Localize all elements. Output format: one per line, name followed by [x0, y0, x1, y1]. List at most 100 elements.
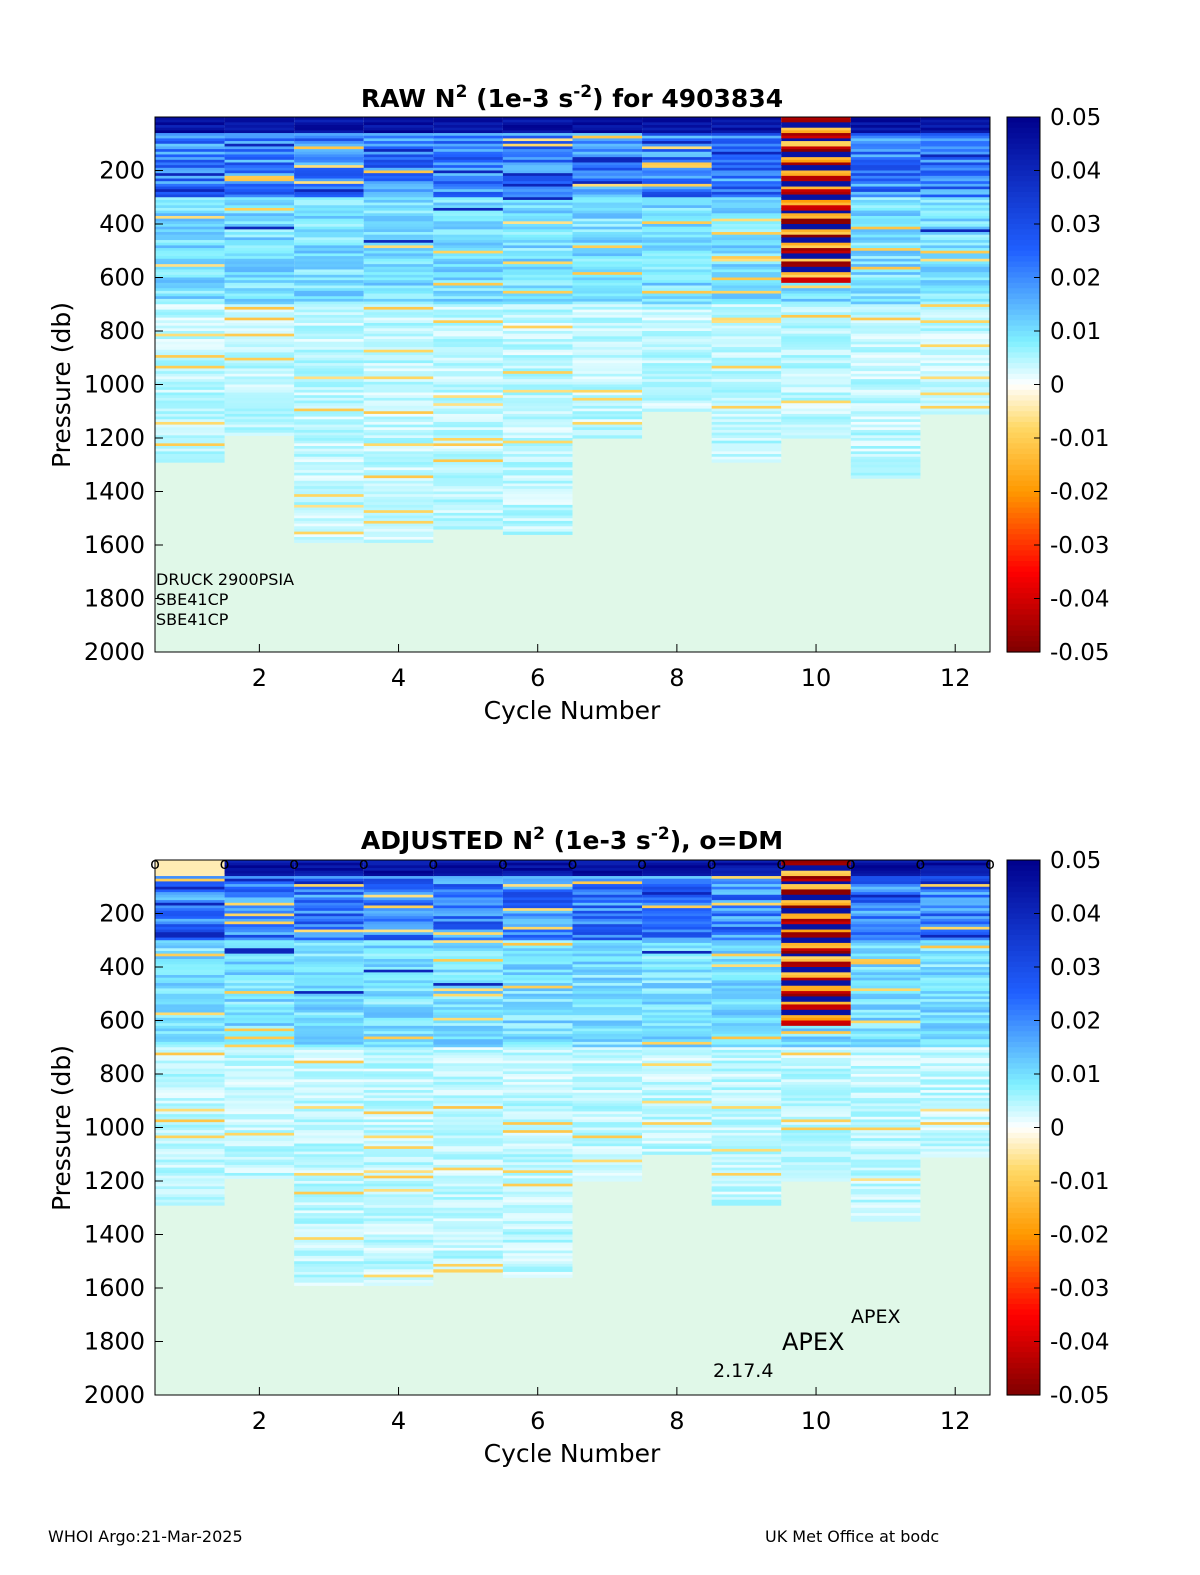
- heatmap-cell: [294, 472, 364, 477]
- heatmap-cell: [502, 1076, 573, 1080]
- heatmap-cell: [502, 312, 573, 316]
- heatmap-cell: [294, 293, 364, 297]
- heatmap-cell: [294, 421, 364, 426]
- heatmap-cell: [850, 1111, 921, 1115]
- heatmap-cell: [781, 1127, 851, 1131]
- heatmap-cell: [224, 942, 295, 947]
- heatmap-cell: [433, 384, 503, 388]
- heatmap-cell: [433, 432, 503, 436]
- heatmap-cell: [850, 250, 921, 255]
- heatmap-cell: [294, 138, 364, 142]
- heatmap-cell: [572, 248, 643, 252]
- heatmap-cell: [711, 873, 782, 877]
- heatmap-cell: [433, 1001, 503, 1006]
- heatmap-cell: [155, 122, 225, 126]
- heatmap-cell: [363, 339, 434, 343]
- heatmap-cell: [850, 969, 921, 973]
- heatmap-cell: [781, 277, 851, 281]
- heatmap-cell: [920, 285, 990, 289]
- colorbar-segment: [1007, 1293, 1040, 1300]
- heatmap-cell: [711, 218, 782, 222]
- heatmap-cell: [224, 964, 295, 968]
- heatmap-cell: [433, 173, 503, 177]
- heatmap-cell: [920, 1146, 990, 1150]
- heatmap-cell: [642, 1071, 712, 1075]
- heatmap-cell: [294, 178, 364, 182]
- heatmap-cell: [920, 1098, 990, 1102]
- heatmap-cell: [155, 159, 225, 164]
- heatmap-cell: [224, 197, 295, 201]
- heatmap-cell: [711, 405, 782, 410]
- heatmap-cell: [224, 1127, 295, 1131]
- heatmap-cell: [433, 328, 503, 332]
- heatmap-cell: [850, 298, 921, 303]
- heatmap-cell: [294, 256, 364, 260]
- heatmap-cell: [433, 910, 503, 915]
- heatmap-cell: [155, 1148, 225, 1153]
- heatmap-cell: [711, 122, 782, 126]
- heatmap-cell: [850, 207, 921, 212]
- heatmap-cell: [920, 242, 990, 246]
- heatmap-cell: [363, 1186, 434, 1190]
- heatmap-cell: [433, 1114, 503, 1118]
- heatmap-cell: [502, 1001, 573, 1006]
- heatmap-cell: [224, 149, 295, 153]
- heatmap-cell: [920, 1135, 990, 1139]
- heatmap-cell: [433, 189, 503, 193]
- heatmap-cell: [294, 897, 364, 901]
- heatmap-cell: [920, 1127, 990, 1131]
- heatmap-cell: [155, 908, 225, 912]
- heatmap-cell: [433, 1116, 503, 1121]
- heatmap-cell: [642, 945, 712, 949]
- heatmap-cell: [920, 154, 990, 158]
- heatmap-cell: [224, 884, 295, 888]
- heatmap-cell: [224, 1143, 295, 1147]
- heatmap-cell: [294, 1239, 364, 1244]
- heatmap-cell: [294, 1199, 364, 1203]
- heatmap-cell: [920, 1124, 990, 1129]
- colorbar-tick-label: -0.01: [1050, 1169, 1110, 1195]
- colorbar-segment: [1007, 934, 1040, 941]
- heatmap-cell: [920, 245, 990, 249]
- heatmap-cell: [363, 958, 434, 963]
- heatmap-cell: [642, 339, 712, 343]
- heatmap-cell: [294, 865, 364, 869]
- heatmap-cell: [781, 368, 851, 372]
- colorbar-segment: [1007, 331, 1040, 337]
- heatmap-cell: [433, 1258, 503, 1262]
- heatmap-cell: [502, 1095, 573, 1099]
- heatmap-cell: [850, 146, 921, 150]
- heatmap-cell: [224, 143, 295, 148]
- heatmap-cell: [224, 1028, 295, 1032]
- heatmap-cell: [920, 993, 990, 998]
- heatmap-cell: [294, 1183, 364, 1187]
- heatmap-cell: [920, 1148, 990, 1153]
- colorbar-segment: [1007, 384, 1040, 391]
- heatmap-cell: [642, 918, 712, 923]
- heatmap-cell: [363, 1001, 434, 1006]
- colorbar-segment: [1007, 1106, 1040, 1113]
- heatmap-cell: [711, 1186, 782, 1190]
- heatmap-cell: [155, 438, 225, 442]
- heatmap-cell: [711, 154, 782, 158]
- heatmap-cell: [433, 1012, 503, 1016]
- heatmap-cell: [920, 876, 990, 880]
- heatmap-cell: [433, 312, 503, 316]
- heatmap-cell: [363, 1247, 434, 1252]
- heatmap-cell: [711, 400, 782, 404]
- heatmap-cell: [850, 1140, 921, 1145]
- heatmap-cell: [294, 518, 364, 522]
- heatmap-cell: [502, 221, 573, 225]
- heatmap-cell: [711, 173, 782, 177]
- heatmap-cell: [920, 133, 990, 137]
- x-axis-ticks: 2 4 6 8 10 12: [252, 1387, 970, 1435]
- heatmap-cell: [294, 1234, 364, 1238]
- heatmap-cell: [363, 389, 434, 394]
- heatmap-cell: [433, 1076, 503, 1080]
- heatmap-cell: [502, 1007, 573, 1011]
- heatmap-cell: [294, 365, 364, 370]
- heatmap-cell: [711, 950, 782, 955]
- heatmap-cell: [502, 862, 573, 866]
- heatmap-cell: [781, 202, 851, 206]
- heatmap-cell: [294, 1194, 364, 1198]
